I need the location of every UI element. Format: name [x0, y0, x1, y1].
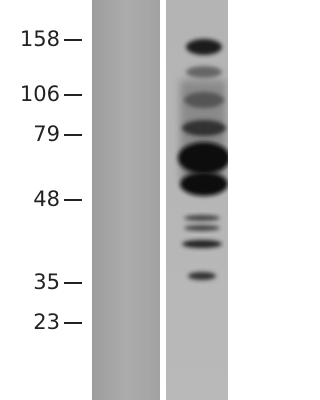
band — [186, 39, 222, 55]
lane-control — [92, 0, 160, 400]
band — [178, 142, 228, 174]
marker-label: 48 — [33, 187, 60, 211]
band — [184, 225, 220, 231]
band — [186, 66, 222, 78]
band — [182, 240, 222, 248]
marker-label: 79 — [33, 122, 60, 146]
band — [188, 272, 216, 280]
western-blot: 158 106 79 48 35 23 — [20, 0, 228, 400]
marker-ladder: 158 106 79 48 35 23 — [20, 27, 82, 334]
marker-label: 23 — [33, 310, 60, 334]
band — [180, 172, 228, 196]
band — [184, 92, 224, 108]
marker-label: 106 — [20, 82, 60, 106]
marker-label: 158 — [20, 27, 60, 51]
band — [182, 120, 226, 136]
lane-sample — [166, 0, 228, 400]
band — [184, 215, 220, 221]
bands — [178, 39, 228, 280]
marker-label: 35 — [33, 270, 60, 294]
